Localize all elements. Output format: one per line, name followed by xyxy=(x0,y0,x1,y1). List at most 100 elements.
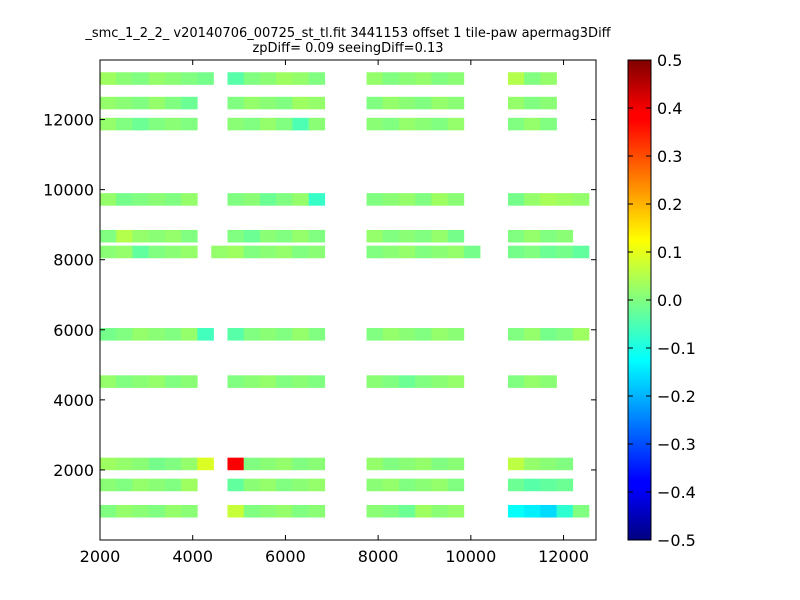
heatmap-cell xyxy=(524,328,541,341)
heatmap-cell xyxy=(398,375,416,388)
y-tick-label: 8000 xyxy=(53,251,94,270)
heatmap-cell xyxy=(292,478,309,492)
heatmap-cell xyxy=(556,229,574,243)
heatmap-cell xyxy=(415,245,432,259)
heatmap-cell xyxy=(398,478,416,492)
colorbar-tick-label: 0.3 xyxy=(657,147,682,166)
heatmap-cell xyxy=(382,96,400,110)
heatmap-cell xyxy=(398,117,416,131)
heatmap-cell xyxy=(148,96,166,110)
heatmap-cell xyxy=(382,478,400,492)
x-tick-label: 6000 xyxy=(265,547,306,566)
heatmap-cell xyxy=(276,478,293,492)
x-axis: 2000 4000 6000 8000 10000 12000 xyxy=(80,60,589,566)
heatmap-cell xyxy=(132,72,149,85)
heatmap-cell xyxy=(276,117,293,131)
heatmap-cell xyxy=(382,375,400,388)
heatmap-cell xyxy=(181,328,198,341)
heatmap-cell xyxy=(243,72,261,85)
heatmap-cell xyxy=(116,72,133,85)
heatmap-cell xyxy=(398,328,416,341)
heatmap-cell xyxy=(556,457,574,471)
heatmap-cell xyxy=(540,245,557,259)
heatmap-cell xyxy=(148,72,166,85)
heatmap-cell xyxy=(116,457,133,471)
heatmap-cell xyxy=(227,375,244,388)
heatmap-cell xyxy=(227,193,244,206)
heatmap-cell xyxy=(259,72,277,85)
heatmap-cell xyxy=(556,245,574,259)
x-tick-label: 2000 xyxy=(80,547,121,566)
heatmap-cell xyxy=(259,117,277,131)
heatmap-cell xyxy=(572,328,590,341)
heatmap-cell xyxy=(100,72,117,85)
heatmap-cell xyxy=(415,478,432,492)
heatmap-cell xyxy=(148,245,166,259)
heatmap-cell xyxy=(181,229,198,243)
colorbar-tick-label: −0.2 xyxy=(657,387,696,406)
heatmap-cell xyxy=(276,457,293,471)
heatmap-cell xyxy=(276,72,293,85)
colorbar-tick-label: −0.1 xyxy=(657,339,696,358)
heatmap-cell xyxy=(382,245,400,259)
heatmap-cell xyxy=(164,72,182,85)
heatmap-cell xyxy=(540,328,557,341)
heatmap-cell xyxy=(116,375,133,388)
heatmap-cell xyxy=(415,328,432,341)
heatmap-cell xyxy=(524,193,541,206)
heatmap-cell xyxy=(463,245,481,259)
heatmap-cell xyxy=(415,193,432,206)
heatmap-cell xyxy=(148,117,166,131)
heatmap-cell xyxy=(164,193,182,206)
heatmap-cell xyxy=(398,96,416,110)
heatmap-cell xyxy=(259,504,277,518)
heatmap-cell xyxy=(431,478,448,492)
heatmap-cell xyxy=(540,478,557,492)
heatmap-cell xyxy=(243,478,261,492)
heatmap-cell xyxy=(132,457,149,471)
heatmap-cell xyxy=(243,504,261,518)
heatmap-cell xyxy=(431,245,448,259)
heatmap-cell xyxy=(116,245,133,259)
y-tick-label: 6000 xyxy=(53,321,94,340)
heatmap-cell xyxy=(524,375,541,388)
heatmap-cell xyxy=(507,117,525,131)
heatmap-cell xyxy=(292,328,309,341)
heatmap-cell xyxy=(181,245,198,259)
heatmap-cell xyxy=(524,504,541,518)
heatmap-cell xyxy=(507,96,525,110)
heatmap-cell xyxy=(116,328,133,341)
heatmap-cell xyxy=(431,457,448,471)
heatmap-cell xyxy=(556,193,574,206)
heatmap-cell xyxy=(100,117,117,131)
heatmap-cell xyxy=(227,72,244,85)
heatmap-cell xyxy=(556,504,574,518)
heatmap-cell xyxy=(507,193,525,206)
heatmap-cell xyxy=(540,72,557,85)
heatmap-cell xyxy=(181,457,198,471)
y-tick-label: 12000 xyxy=(43,111,94,130)
heatmap-cell xyxy=(116,504,133,518)
heatmap-cell xyxy=(132,245,149,259)
heatmap-cell xyxy=(308,457,326,471)
heatmap-cell xyxy=(197,328,214,341)
heatmap-cell xyxy=(447,478,465,492)
heatmap-cell xyxy=(398,504,416,518)
heatmap-cell xyxy=(507,504,525,518)
heatmap-cell xyxy=(100,478,117,492)
heatmap-cell xyxy=(308,72,326,85)
heatmap-cell xyxy=(447,96,465,110)
heatmap-cell xyxy=(227,328,244,341)
heatmap-cell xyxy=(308,504,326,518)
heatmap-cell xyxy=(116,117,133,131)
heatmap-cell xyxy=(308,229,326,243)
heatmap-cell xyxy=(259,96,277,110)
heatmap-cell xyxy=(382,457,400,471)
heatmap-cell xyxy=(382,193,400,206)
heatmap-cell xyxy=(132,96,149,110)
colorbar-ticks: 0.5 0.4 0.3 0.2 0.1 0.0 −0.1 −0.2 −0.3 −0.4 −0.5 xyxy=(628,51,696,550)
heatmap-cell xyxy=(197,72,214,85)
heatmap-cell xyxy=(227,229,244,243)
heatmap-cell xyxy=(382,117,400,131)
